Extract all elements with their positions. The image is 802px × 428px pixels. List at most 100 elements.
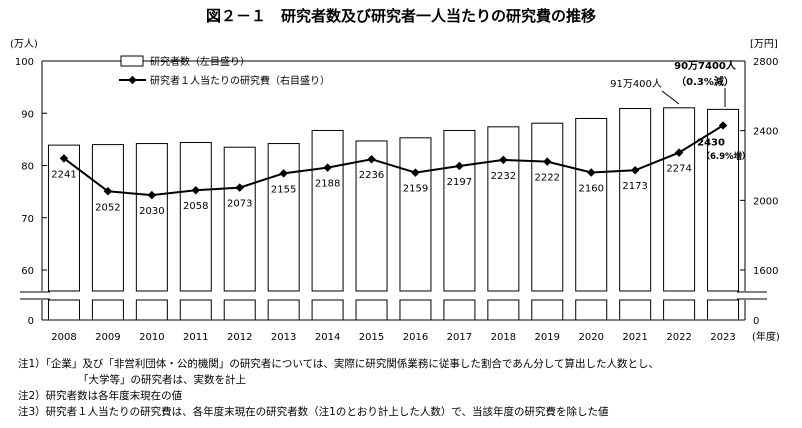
bar-researchers-base [663, 299, 696, 321]
line-point [367, 154, 376, 164]
bar-researchers-base [487, 299, 520, 321]
annotation-2022-leader [661, 90, 680, 105]
note-3: 注3）研究者１人当たりの研究費は、各年度末現在の研究者数（注1のとおり計上した人… [18, 406, 609, 418]
chart-title: 図２－１ 研究者数及び研究者一人当たりの研究費の推移 [206, 7, 596, 25]
line-point [455, 161, 464, 171]
chart: 図２－１ 研究者数及び研究者一人当たりの研究費の推移 (万人) [万円] 100 90 8… [10, 7, 780, 343]
left-axis-tick-label: 70 [21, 214, 34, 225]
legend-bar-swatch [120, 55, 144, 67]
bar-researchers-base [575, 299, 608, 321]
left-axis-unit: (万人) [10, 38, 38, 50]
right-axis-tick-label: 2400 [753, 127, 778, 138]
x-tick-label: 2016 [403, 332, 428, 343]
annotation-2023-bar-change: （0.3%減） [676, 75, 734, 88]
bar-researchers-base [619, 299, 652, 321]
bar-researchers-base [531, 299, 564, 321]
x-tick-label: 2014 [315, 332, 340, 343]
bar-researchers [135, 143, 168, 292]
line-data-label: 2274 [666, 164, 691, 175]
line-data-label: 2236 [359, 170, 384, 181]
bar-researchers-base [223, 299, 256, 321]
line-point [235, 183, 244, 192]
bar-researchers [487, 126, 520, 292]
line-point [59, 154, 69, 163]
bar-researchers [311, 129, 344, 292]
line-cost-per-researcher [63, 124, 724, 197]
line-data-label: 2073 [227, 199, 252, 210]
right-axis-tick-label: 2800 [753, 57, 778, 68]
bar-researchers [267, 143, 300, 292]
left-axis-tick-label: 0 [28, 316, 34, 327]
bar-researchers [443, 129, 476, 292]
line-data-label: 2159 [403, 184, 428, 195]
line-point [191, 185, 201, 195]
line-data-label: 2188 [315, 179, 340, 190]
bar-researchers-base [311, 299, 344, 321]
legend-line-marker [128, 75, 137, 85]
left-axis-tick-label: 60 [21, 266, 34, 277]
line-point [499, 155, 508, 165]
line-data-label: 2232 [491, 171, 516, 182]
line-data-label: 2197 [447, 177, 472, 188]
x-tick-label: 2008 [51, 332, 76, 343]
x-tick-label: 2022 [666, 332, 691, 343]
x-tick-label: 2023 [710, 332, 735, 343]
line-data-label: 2430 [697, 137, 725, 148]
annotation-2022-bar: 91万400人 [610, 78, 662, 90]
bar-researchers-base [399, 299, 432, 321]
line-data-label: 2241 [51, 169, 76, 180]
bar-researchers-base [355, 299, 388, 321]
line-point [279, 169, 288, 178]
x-tick-label: 2020 [578, 332, 603, 343]
bar-researchers [355, 140, 388, 292]
x-tick-label: 2015 [359, 332, 384, 343]
right-axis-tick-label: 0 [753, 316, 759, 327]
annotation-2023-bar-value: 90万7400人 [674, 59, 737, 72]
line-point [323, 163, 332, 172]
bar-researchers [47, 144, 80, 292]
bar-researchers [91, 144, 124, 292]
x-tick-label: 2009 [95, 332, 120, 343]
bar-researchers-base [707, 299, 740, 321]
right-axis-unit: [万円] [750, 39, 778, 50]
line-point [103, 187, 113, 196]
line-data-label: 2173 [622, 181, 647, 192]
x-tick-label: 2021 [622, 332, 647, 343]
x-tick-label: 2013 [271, 332, 296, 343]
note-1-continued: 「大学等」の研究者は、実数を計上 [78, 374, 246, 386]
bar-researchers [707, 108, 740, 292]
notes: 注1）「企業」及び「非営利団体・公的機関」の研究者については、実際に研究関係業務… [18, 356, 798, 420]
bar-researchers-base [135, 299, 168, 321]
bar-researchers [399, 137, 432, 292]
line-data-label: 2160 [578, 183, 603, 194]
note-1: 注1）「企業」及び「非営利団体・公的機関」の研究者については、実際に研究関係業務… [18, 358, 659, 370]
left-axis-tick-label: 80 [21, 162, 34, 173]
bar-researchers [223, 146, 256, 292]
bar-researchers [179, 142, 212, 292]
x-tick-label: 2018 [491, 332, 516, 343]
line-data-label: 2030 [139, 206, 164, 217]
bar-researchers [531, 122, 564, 292]
annotation-2023-line-change: （6.9%増） [701, 151, 750, 162]
left-axis-tick-label: 100 [15, 57, 34, 68]
bar-researchers-base [47, 299, 80, 321]
bar-researchers [663, 107, 696, 292]
line-point [147, 190, 157, 200]
x-tick-label: 2017 [447, 332, 472, 343]
note-2: 注2）研究者数は各年度末現在の値 [18, 390, 183, 402]
line-data-label: 2155 [271, 184, 296, 195]
right-axis-tick-label: 1600 [753, 266, 778, 277]
bar-researchers-base [443, 299, 476, 321]
line-data-label: 2052 [95, 202, 120, 213]
x-tick-label: 2019 [535, 332, 560, 343]
line-data-label: 2222 [535, 173, 560, 184]
line-data-label: 2058 [183, 201, 208, 212]
x-tick-label: 2012 [227, 332, 252, 343]
legend-line-label: 研究者１人当たりの研究費（右目盛り） [150, 74, 330, 87]
bar-researchers-base [267, 299, 300, 321]
bar-researchers-base [91, 299, 124, 321]
right-axis-tick-label: 2000 [753, 196, 778, 207]
bar-researchers-base [179, 299, 212, 321]
x-tick-label: 2010 [139, 332, 164, 343]
x-tick-label: 2011 [183, 332, 208, 343]
